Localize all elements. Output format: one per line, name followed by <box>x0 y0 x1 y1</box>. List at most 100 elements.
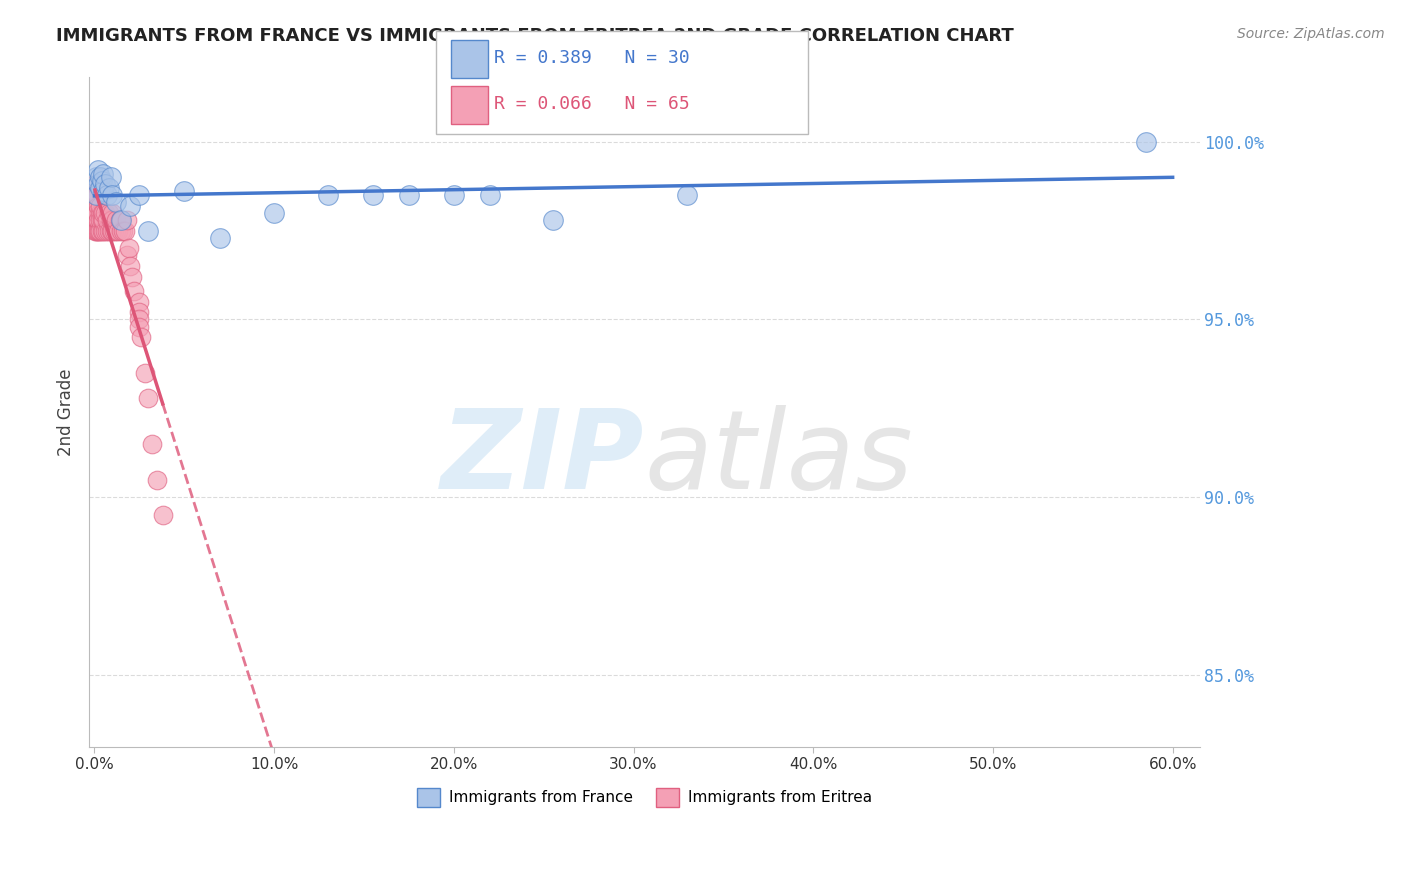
Point <box>478 188 501 202</box>
Point <box>89 198 111 212</box>
Y-axis label: 2nd Grade: 2nd Grade <box>58 368 75 456</box>
Point <box>97 205 120 219</box>
Point <box>89 181 111 195</box>
Text: atlas: atlas <box>644 405 912 512</box>
Point <box>89 223 111 237</box>
Point <box>97 181 120 195</box>
Point <box>541 212 564 227</box>
Text: R = 0.066   N = 65: R = 0.066 N = 65 <box>494 95 689 113</box>
Point <box>316 188 339 202</box>
Point <box>110 212 132 227</box>
Text: ZIP: ZIP <box>441 405 644 512</box>
Point <box>93 167 115 181</box>
Point <box>94 223 117 237</box>
Point <box>96 188 118 202</box>
Point <box>107 223 129 237</box>
Text: Source: ZipAtlas.com: Source: ZipAtlas.com <box>1237 27 1385 41</box>
Point <box>87 223 110 237</box>
Point <box>94 205 117 219</box>
Point <box>141 437 163 451</box>
Point <box>93 212 115 227</box>
Point <box>173 185 195 199</box>
Point <box>134 366 156 380</box>
Point <box>101 223 124 237</box>
Point <box>105 223 128 237</box>
Point <box>96 212 118 227</box>
Point <box>93 205 115 219</box>
Point <box>146 473 169 487</box>
Point <box>128 312 150 326</box>
Point <box>97 223 120 237</box>
Legend: Immigrants from France, Immigrants from Eritrea: Immigrants from France, Immigrants from … <box>411 781 879 813</box>
Point <box>87 223 110 237</box>
Point <box>84 188 107 202</box>
Point <box>128 319 150 334</box>
Point <box>84 212 107 227</box>
Point <box>101 205 124 219</box>
Text: IMMIGRANTS FROM FRANCE VS IMMIGRANTS FROM ERITREA 2ND GRADE CORRELATION CHART: IMMIGRANTS FROM FRANCE VS IMMIGRANTS FRO… <box>56 27 1014 45</box>
Point <box>90 212 112 227</box>
Point <box>100 170 122 185</box>
Point <box>84 223 107 237</box>
Point <box>90 205 112 219</box>
Point <box>100 212 122 227</box>
Point <box>121 269 143 284</box>
Point <box>84 198 107 212</box>
Point <box>361 188 384 202</box>
Point <box>105 194 128 209</box>
Point <box>84 170 107 185</box>
Point <box>87 163 110 178</box>
Point <box>101 188 124 202</box>
Point <box>93 185 115 199</box>
Point <box>87 178 110 192</box>
Point <box>129 330 152 344</box>
Point <box>90 223 112 237</box>
Point <box>128 188 150 202</box>
Point <box>112 223 135 237</box>
Point <box>138 223 160 237</box>
Point <box>86 212 108 227</box>
Point <box>122 284 145 298</box>
Point <box>138 391 160 405</box>
Point <box>89 170 111 185</box>
Point <box>89 212 111 227</box>
Point <box>152 508 174 523</box>
Point <box>105 212 128 227</box>
Point <box>84 178 107 192</box>
Point <box>117 241 139 255</box>
Point <box>84 205 107 219</box>
Point <box>84 223 107 237</box>
Point <box>120 198 142 212</box>
Point <box>86 223 108 237</box>
Point <box>110 212 132 227</box>
Point <box>84 188 107 202</box>
Point <box>94 178 117 192</box>
Point <box>209 230 232 244</box>
Point <box>87 198 110 212</box>
Point <box>103 223 125 237</box>
Point <box>87 212 110 227</box>
Point <box>398 188 420 202</box>
Point <box>93 223 115 237</box>
Point <box>676 188 699 202</box>
Point <box>114 223 136 237</box>
Point <box>84 212 107 227</box>
Point <box>84 205 107 219</box>
Point <box>86 188 108 202</box>
Point <box>115 248 138 262</box>
Point <box>115 212 138 227</box>
Point <box>128 305 150 319</box>
Point <box>84 188 107 202</box>
Point <box>108 212 131 227</box>
Point <box>89 205 111 219</box>
Point <box>263 205 285 219</box>
Point <box>128 294 150 309</box>
Point <box>100 223 122 237</box>
Text: R = 0.389   N = 30: R = 0.389 N = 30 <box>494 49 689 67</box>
Point <box>1135 135 1157 149</box>
Point <box>86 205 108 219</box>
Point <box>90 174 112 188</box>
Point <box>443 188 465 202</box>
Point <box>96 223 118 237</box>
Point <box>101 212 124 227</box>
